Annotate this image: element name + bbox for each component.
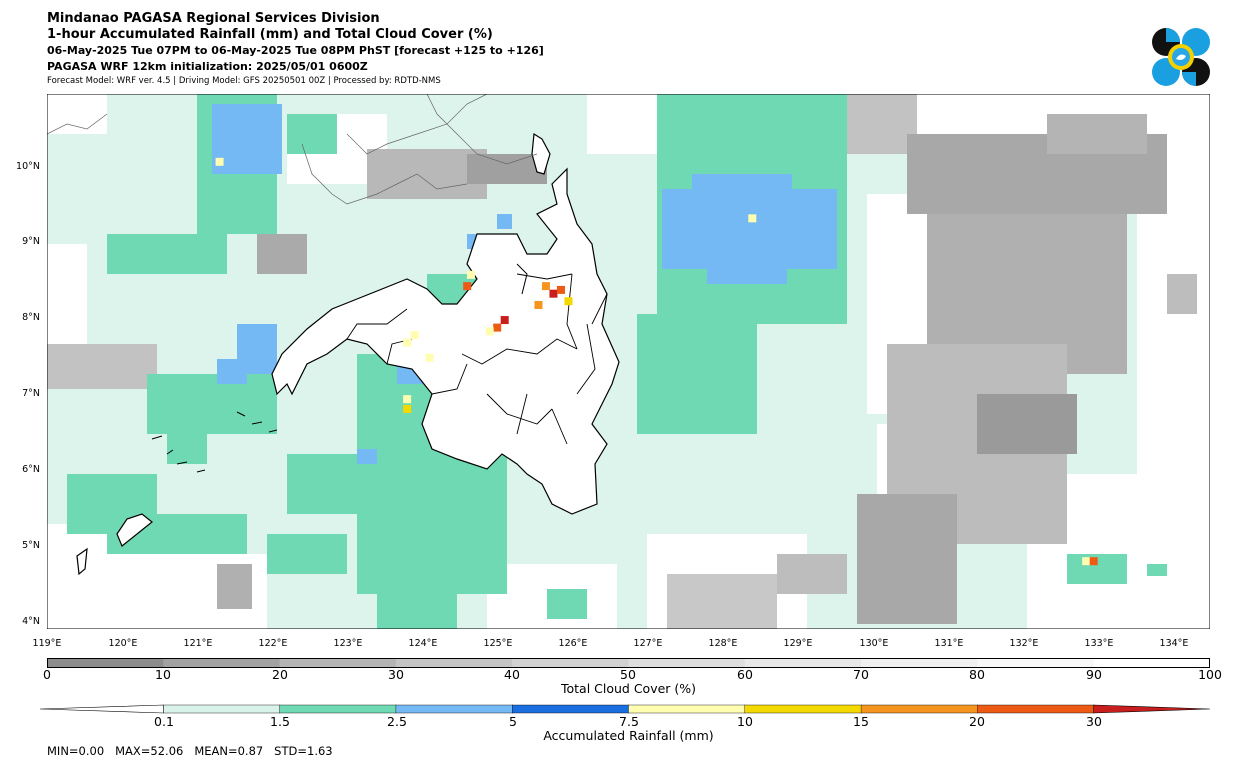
rain-tick: 15 — [853, 714, 869, 729]
rain-tick: 0.1 — [154, 714, 174, 729]
coastlines — [76, 132, 620, 576]
rain-cell — [410, 331, 419, 340]
chart-subtitle: 1-hour Accumulated Rainfall (mm) and Tot… — [47, 27, 493, 42]
lon-label: 120°E — [108, 638, 138, 649]
cloud-colorbar-segment — [279, 658, 397, 668]
rain-colorbar-segment — [628, 704, 746, 714]
lon-label: 119°E — [32, 638, 62, 649]
coastline-islands — [151, 263, 528, 473]
cloud-colorbar-segment — [512, 658, 629, 668]
rain-cell — [215, 157, 224, 166]
lat-label: 8°N — [22, 312, 40, 323]
rain-cell — [556, 285, 565, 294]
lon-label: 131°E — [934, 638, 964, 649]
cloud-colorbar-segment — [395, 658, 513, 668]
lat-label: 7°N — [22, 388, 40, 399]
lat-label: 10°N — [16, 161, 40, 172]
rain-cell — [541, 282, 550, 291]
initialization: PAGASA WRF 12km initialization: 2025/05/… — [47, 60, 368, 73]
forecast-map — [47, 94, 1210, 629]
cloud-tick: 30 — [388, 667, 404, 682]
cloud-tick: 50 — [620, 667, 636, 682]
rain-colorbar-segment — [860, 704, 979, 714]
rain-cell — [485, 327, 494, 336]
cloud-colorbar-segment — [744, 658, 862, 668]
rain-cells-layer — [215, 157, 1098, 566]
rain-colorbar-segment — [512, 704, 630, 714]
cloud-tick: 20 — [272, 667, 288, 682]
rain-tick: 20 — [969, 714, 985, 729]
cloud-tick: 40 — [504, 667, 520, 682]
cloud-colorbar-segment — [861, 658, 978, 668]
cloud-colorbar-segment — [977, 658, 1095, 668]
lon-label: 132°E — [1009, 638, 1039, 649]
rain-cell — [549, 289, 558, 298]
lat-label: 6°N — [22, 464, 40, 475]
rain-cell — [564, 297, 573, 306]
rain-tick: 7.5 — [619, 714, 639, 729]
rain-tick: 2.5 — [387, 714, 407, 729]
cloud-colorbar-segment — [163, 658, 281, 668]
cloud-tick: 100 — [1198, 667, 1222, 682]
rain-tick: 1.5 — [270, 714, 290, 729]
cloud-colorbar-segment — [1093, 658, 1210, 668]
lon-label: 123°E — [333, 638, 363, 649]
rain-cell — [534, 300, 543, 309]
rain-cell — [425, 353, 434, 362]
valid-time: 06-May-2025 Tue 07PM to 06-May-2025 Tue … — [47, 44, 544, 57]
rain-cell — [1089, 557, 1098, 566]
cloud-tick: 10 — [155, 667, 171, 682]
rain-cell — [500, 316, 509, 325]
rain-tick: 10 — [737, 714, 753, 729]
lon-label: 129°E — [783, 638, 813, 649]
rain-colorbar-min-extension — [40, 704, 164, 714]
rain-cell — [403, 404, 412, 413]
cloud-tick: 0 — [43, 667, 51, 682]
rain-cell — [466, 270, 475, 279]
rain-colorbar-segment — [744, 704, 862, 714]
lon-label: 128°E — [708, 638, 738, 649]
cloud-tick: 80 — [969, 667, 985, 682]
lon-label: 130°E — [859, 638, 889, 649]
cloud-colorbar-label: Total Cloud Cover (%) — [560, 681, 697, 696]
rain-cell — [748, 214, 757, 223]
cloud-cover-gray — [47, 94, 1197, 629]
lon-label: 134°E — [1159, 638, 1189, 649]
statistics: MIN=0.00 MAX=52.06 MEAN=0.87 STD=1.63 — [47, 744, 333, 758]
lon-label: 125°E — [483, 638, 513, 649]
lon-label: 126°E — [558, 638, 588, 649]
cloud-tick: 90 — [1086, 667, 1102, 682]
lat-label: 4°N — [22, 616, 40, 627]
rain-colorbar-max-extension — [1093, 704, 1211, 714]
lon-label: 121°E — [183, 638, 213, 649]
model-info: Forecast Model: WRF ver. 4.5 | Driving M… — [47, 76, 441, 86]
lat-label: 9°N — [22, 236, 40, 247]
distant-coastlines — [47, 94, 538, 205]
lon-label: 127°E — [633, 638, 663, 649]
rain-colorbar-segment — [977, 704, 1095, 714]
lat-label: 5°N — [22, 540, 40, 551]
lon-label: 133°E — [1084, 638, 1114, 649]
rain-cell — [403, 338, 412, 347]
rain-colorbar-segment — [395, 704, 513, 714]
pagasa-logo-icon — [1152, 28, 1210, 86]
rain-colorbar-label: Accumulated Rainfall (mm) — [543, 728, 714, 743]
rain-tick: 5 — [509, 714, 517, 729]
rain-colorbar — [40, 704, 1211, 714]
cloud-colorbar-segment — [628, 658, 746, 668]
cloud-colorbar — [47, 658, 1210, 668]
rain-colorbar-segment — [279, 704, 397, 714]
rain-cell — [493, 323, 502, 332]
cloud-tick: 60 — [737, 667, 753, 682]
chart-title: Mindanao PAGASA Regional Services Divisi… — [47, 11, 380, 26]
rain-cell — [403, 395, 412, 404]
rain-tick: 30 — [1086, 714, 1102, 729]
rain-cell — [463, 282, 472, 291]
rain-cell — [1082, 557, 1091, 566]
lon-label: 122°E — [258, 638, 288, 649]
lon-label: 124°E — [408, 638, 438, 649]
cloud-colorbar-segment — [47, 658, 164, 668]
rain-colorbar-segment — [163, 704, 281, 714]
cloud-tick: 70 — [853, 667, 869, 682]
